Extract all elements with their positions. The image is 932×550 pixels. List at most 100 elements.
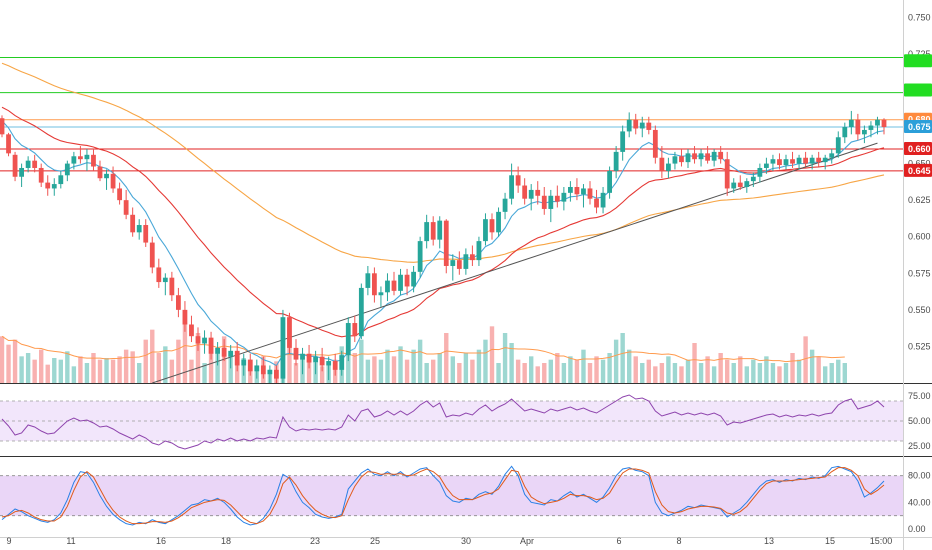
time-axis-tick-label: 16	[156, 536, 166, 546]
candle-body	[12, 154, 18, 177]
volume-bar	[195, 333, 201, 383]
candle-body	[528, 189, 534, 199]
candle-body	[711, 151, 717, 161]
candle-body	[443, 220, 449, 266]
candle-body	[626, 119, 632, 132]
candle-body	[274, 369, 279, 379]
candle-body	[848, 119, 854, 128]
candle-body	[417, 241, 423, 272]
volume-bar	[306, 359, 312, 383]
candle-body	[332, 361, 338, 370]
candle-body	[143, 225, 149, 243]
volume-bar	[398, 346, 403, 383]
volume-bar	[463, 353, 469, 383]
candle-body	[809, 157, 815, 164]
candle-body	[437, 220, 443, 240]
time-axis-tick-label: 15:00	[870, 536, 893, 546]
volume-bar	[169, 359, 175, 383]
volume-bar	[515, 359, 521, 383]
candle-body	[110, 173, 116, 189]
volume-bar	[646, 359, 651, 383]
candle-body	[842, 127, 848, 138]
candle-body	[881, 119, 887, 128]
candle-body	[182, 309, 188, 325]
volume-bar	[385, 349, 390, 383]
volume-bar	[437, 353, 442, 383]
volume-bar	[790, 353, 795, 383]
rsi-axis-tick-label: 50.00	[908, 416, 931, 426]
candle-body	[744, 181, 750, 187]
candle-body	[463, 254, 469, 269]
candle-body	[378, 292, 384, 296]
volume-bar	[502, 333, 508, 383]
volume-bar	[594, 356, 599, 383]
volume-bar	[117, 356, 122, 383]
volume-bar	[816, 356, 821, 383]
candle-body	[424, 222, 430, 242]
rsi-axis-tick-label: 75.00	[908, 391, 931, 401]
volume-bar	[483, 339, 488, 383]
volume-bar	[156, 353, 161, 383]
volume-bar	[600, 359, 606, 383]
candle-body	[287, 317, 292, 348]
candle-body	[358, 287, 364, 337]
candle-body	[19, 167, 24, 177]
volume-bar	[725, 359, 730, 383]
candle-body	[254, 365, 260, 372]
price-tag	[904, 54, 932, 68]
volume-bar	[829, 363, 834, 383]
candle-body	[868, 125, 874, 130]
stochastic-band	[0, 475, 903, 516]
volume-bar	[65, 351, 70, 383]
volume-bar	[84, 363, 90, 383]
volume-bar	[561, 363, 567, 383]
candle-body	[385, 280, 390, 293]
volume-bar	[202, 363, 207, 383]
candle-body	[764, 163, 769, 168]
candle-body	[731, 182, 737, 189]
volume-bar	[39, 349, 44, 383]
volume-bar	[19, 356, 24, 383]
candle-body	[306, 353, 312, 363]
candle-body	[816, 157, 822, 163]
candle-body	[718, 151, 724, 160]
ma-medium-line	[1, 106, 885, 338]
candle-body	[783, 159, 789, 166]
candle-body	[241, 359, 247, 366]
candle-body	[757, 167, 763, 177]
candle-body	[345, 323, 351, 356]
volume-bar	[757, 363, 763, 383]
volume-bar	[718, 353, 723, 383]
volume-bar	[293, 363, 299, 383]
candle-body	[64, 163, 70, 176]
volume-bar	[444, 333, 449, 383]
volume-bar	[287, 329, 292, 383]
candle-body	[156, 267, 162, 283]
volume-bar	[509, 343, 514, 383]
candle-body	[476, 241, 482, 261]
volume-bar	[555, 353, 560, 383]
volume-bar	[777, 366, 782, 383]
candle-body	[692, 153, 697, 160]
candle-body	[195, 336, 201, 344]
candle-body	[45, 182, 51, 189]
candle-body	[639, 122, 645, 129]
candle-body	[535, 189, 541, 196]
volume-bar	[705, 356, 710, 383]
candle-body	[91, 154, 96, 167]
candle-body	[862, 129, 867, 135]
candle-body	[319, 356, 325, 366]
trendline	[152, 142, 878, 384]
price-axis-tick-label: 0.575	[908, 268, 931, 278]
volume-bar	[574, 359, 580, 383]
volume-bar	[143, 339, 148, 383]
volume-bar	[12, 339, 18, 383]
candle-body	[234, 350, 240, 366]
candle-body	[411, 271, 416, 287]
candle-body	[574, 186, 580, 195]
volume-bar	[189, 359, 194, 383]
candle-body	[25, 160, 31, 168]
volume-bar	[352, 353, 357, 383]
candle-body	[875, 119, 880, 126]
